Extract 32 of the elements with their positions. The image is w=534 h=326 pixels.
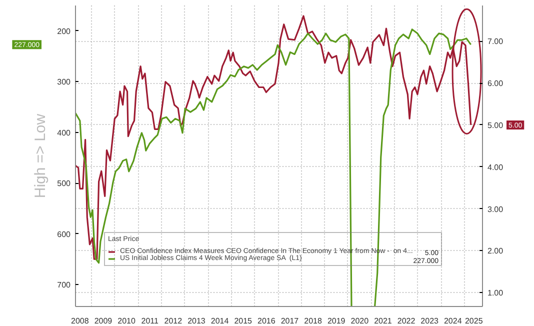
- x-tick-label: 2023: [420, 316, 440, 326]
- y-tick-label: 200: [57, 26, 72, 36]
- x-tick-label: 2018: [304, 316, 322, 326]
- x-tick-label: 2020: [350, 316, 370, 326]
- x-tick-label: 2008: [71, 316, 90, 326]
- x-tick-label: 2019: [327, 316, 346, 326]
- y-axis-title: High => Low: [32, 114, 50, 198]
- x-tick-label: 2015: [234, 316, 253, 326]
- y-tick-label: 500: [57, 179, 72, 188]
- y-tick-label: 300: [57, 78, 72, 87]
- y2-tick-label: 1.00: [488, 288, 504, 298]
- y2-tick-label: 7.00: [488, 37, 504, 46]
- x-tick-label: 2011: [141, 316, 160, 326]
- x-tick-label: 2012: [164, 316, 183, 326]
- x-tick-label: 2013: [188, 316, 206, 326]
- x-tick-label: 2024: [444, 316, 462, 326]
- y2-tick-label: 3.00: [488, 204, 504, 214]
- y2-tick-label: 2.00: [488, 246, 504, 256]
- y-tick-label: 400: [57, 128, 72, 138]
- x-tick-label: 2025: [464, 316, 484, 326]
- y2-tick-label: 4.00: [488, 162, 504, 172]
- x-tick-label: 2010: [118, 316, 136, 326]
- y2-tick-label: 6.00: [488, 79, 504, 88]
- x-tick-label: 2022: [397, 316, 416, 326]
- y-tick-label: 700: [57, 280, 72, 290]
- y2-tick-label: 5.00: [488, 120, 504, 130]
- x-tick-label: 2021: [374, 316, 392, 326]
- x-tick-label: 2017: [280, 316, 300, 326]
- x-tick-label: 2016: [258, 316, 276, 326]
- y-tick-label: 600: [57, 230, 72, 239]
- x-tick-label: 2014: [210, 316, 230, 326]
- x-tick-label: 2009: [94, 316, 113, 326]
